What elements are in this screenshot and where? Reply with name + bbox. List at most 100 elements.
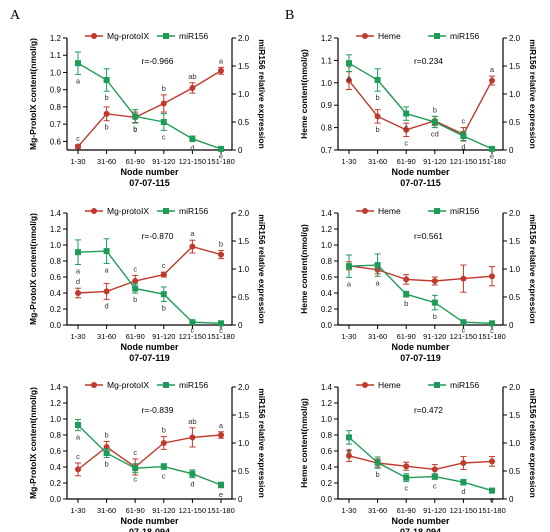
significance-letter: b — [162, 303, 166, 312]
data-point — [460, 133, 467, 139]
series-line — [348, 264, 493, 325]
y-tick-label: 0.6 — [50, 137, 62, 146]
y2-tick-label: 1.5 — [509, 411, 521, 420]
data-point — [189, 84, 196, 91]
y-tick-label: 0.8 — [50, 103, 62, 112]
significance-letter: b — [133, 124, 137, 133]
correlation-annotation: r=-0.870 — [142, 231, 174, 241]
y2-tick-label: 1.5 — [238, 62, 250, 71]
y2-tick-label: 1.0 — [509, 90, 521, 99]
y2-tick-label: 0 — [238, 495, 243, 504]
y-tick-label: 0.9 — [321, 101, 333, 110]
significance-letter: b — [162, 426, 166, 435]
chart-b-1: 0.7 0.8 0.9 1.0 1.1 1.2 0 0.5 1.0 1.5 2.0 1-30 31-60… — [299, 31, 538, 188]
significance-letter: a — [76, 267, 81, 276]
y-tick-label: 1.4 — [50, 383, 62, 392]
x-tick-label: 31-60 — [97, 506, 116, 515]
legend-marker — [434, 33, 440, 39]
y-tick-label: 1.2 — [50, 399, 62, 408]
data-point — [103, 77, 110, 83]
series-line — [348, 455, 493, 471]
y-tick-label: 0.0 — [50, 321, 62, 330]
y2-tick-label: 0.5 — [509, 467, 521, 476]
legend-label: miR156 — [450, 206, 480, 216]
data-point — [189, 243, 196, 250]
significance-letter: a — [219, 421, 224, 430]
data-point — [403, 291, 410, 298]
y-axis-title: Mg-ProtoIX content(nmol/g) — [28, 387, 38, 499]
legend-marker — [163, 208, 169, 214]
legend-marker — [163, 382, 169, 388]
y-tick-label: 1.0 — [321, 415, 333, 424]
y-axis-title: Heme content(nmol/g) — [299, 224, 309, 314]
significance-letter: ab — [188, 72, 196, 81]
x-axis-title: Node number — [391, 516, 450, 526]
y-tick-label: 0.8 — [321, 257, 333, 266]
significance-letter: c — [219, 326, 223, 335]
y2-tick-label: 0.5 — [509, 118, 521, 127]
data-point — [75, 422, 81, 429]
x-tick-label: 61-90 — [397, 506, 416, 515]
data-point — [160, 271, 167, 278]
data-point — [160, 119, 167, 125]
significance-letter: d — [105, 301, 109, 310]
line-id-label: 07-07-119 — [400, 353, 441, 363]
y-tick-label: 1.0 — [50, 68, 62, 77]
chart-a-1: 0.6 0.7 0.8 0.9 1.0 1.1 1.2 0 0.5 1.0 1.5 2.0 1-30 31… — [28, 31, 267, 188]
x-tick-label: 91-120 — [152, 157, 175, 166]
x-tick-label: 121-150 — [179, 506, 207, 515]
x-tick-label: 91-120 — [152, 506, 175, 515]
data-point — [374, 77, 381, 83]
x-tick-label: 1-30 — [341, 157, 356, 166]
y-tick-label: 0.6 — [50, 273, 62, 282]
data-point — [403, 110, 410, 117]
legend-label: Heme — [378, 206, 401, 216]
significance-letter: c — [462, 117, 466, 126]
y-tick-label: 1.2 — [321, 34, 333, 43]
y2-axis-title: miR156 relative expression — [528, 39, 538, 149]
data-point — [218, 67, 224, 74]
y2-tick-label: 1.5 — [509, 237, 521, 246]
data-point — [218, 320, 224, 327]
data-point — [132, 278, 139, 284]
data-point — [374, 113, 381, 120]
data-point — [189, 319, 196, 326]
significance-letter: ab — [188, 417, 196, 426]
y2-tick-label: 0.5 — [238, 293, 250, 302]
significance-letter: c — [462, 325, 466, 334]
significance-letter: b — [376, 125, 380, 134]
data-point — [218, 251, 224, 258]
data-point — [489, 145, 495, 152]
y-tick-label: 0.4 — [321, 289, 333, 298]
significance-letter: a — [190, 229, 195, 238]
chart-b-3: 0.0 0.2 0.4 0.6 0.8 1.0 1.2 1.4 0 0.5 1.0 1.5 2.0 1-3… — [299, 380, 538, 532]
y2-tick-label: 1.5 — [238, 237, 250, 246]
y-tick-label: 0.8 — [321, 431, 333, 440]
data-point — [431, 119, 438, 125]
significance-letter: d — [190, 144, 194, 153]
y-axis-title: Mg-ProtoIX content(nmol/g) — [28, 38, 38, 150]
significance-letter: e — [490, 495, 494, 504]
line-id-label: 07-07-115 — [400, 178, 441, 188]
significance-letter: e — [490, 151, 494, 160]
significance-letter: c — [133, 125, 137, 134]
y2-tick-label: 1.0 — [509, 439, 521, 448]
data-point — [431, 473, 438, 480]
correlation-annotation: r=-0.966 — [142, 56, 174, 66]
legend-marker — [362, 33, 368, 39]
y-tick-label: 0.0 — [50, 495, 62, 504]
x-tick-label: 31-60 — [368, 506, 387, 515]
legend-label: Heme — [378, 380, 401, 390]
x-tick-label: 31-60 — [97, 332, 116, 341]
y-tick-label: 0.4 — [321, 463, 333, 472]
line-id-label: 07-07-119 — [129, 353, 170, 363]
data-point — [160, 291, 167, 298]
y-tick-label: 0.0 — [321, 495, 333, 504]
x-tick-label: 61-90 — [126, 332, 145, 341]
data-point — [489, 320, 495, 327]
x-tick-label: 61-90 — [126, 506, 145, 515]
y2-tick-label: 0 — [509, 495, 514, 504]
x-tick-label: 91-120 — [423, 506, 446, 515]
significance-letter: c — [76, 134, 80, 143]
data-point — [431, 278, 438, 284]
